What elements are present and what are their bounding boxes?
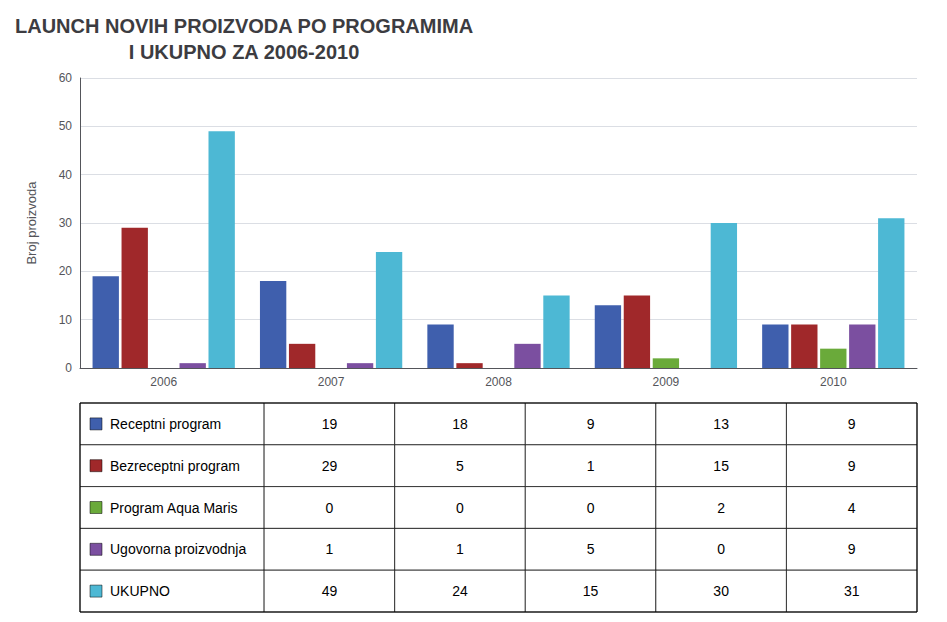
svg-text:1: 1 [587,458,595,474]
svg-text:2010: 2010 [820,375,847,389]
svg-text:18: 18 [452,416,468,432]
svg-text:2007: 2007 [318,375,345,389]
svg-text:4: 4 [848,500,856,516]
svg-text:50: 50 [59,119,73,133]
svg-text:13: 13 [713,416,729,432]
svg-text:0: 0 [717,541,725,557]
svg-text:15: 15 [583,583,599,599]
svg-text:2: 2 [717,500,725,516]
svg-text:Receptni program: Receptni program [110,416,221,432]
svg-text:9: 9 [848,416,856,432]
svg-text:Bezreceptni program: Bezreceptni program [110,458,240,474]
svg-text:0: 0 [456,500,464,516]
svg-text:20: 20 [59,264,73,278]
svg-text:2009: 2009 [653,375,680,389]
svg-text:LAUNCH NOVIH PROIZVODA PO PROG: LAUNCH NOVIH PROIZVODA PO PROGRAMIMA [15,15,473,37]
svg-text:9: 9 [848,541,856,557]
svg-text:5: 5 [587,541,595,557]
svg-text:9: 9 [587,416,595,432]
svg-text:49: 49 [322,583,338,599]
svg-text:5: 5 [456,458,464,474]
svg-text:19: 19 [322,416,338,432]
svg-text:1: 1 [456,541,464,557]
svg-text:29: 29 [322,458,338,474]
svg-text:1: 1 [326,541,334,557]
svg-text:2008: 2008 [485,375,512,389]
svg-text:10: 10 [59,313,73,327]
svg-text:15: 15 [713,458,729,474]
svg-text:60: 60 [59,71,73,85]
svg-text:0: 0 [326,500,334,516]
svg-text:24: 24 [452,583,468,599]
svg-text:Program Aqua Maris: Program Aqua Maris [110,500,238,516]
svg-text:30: 30 [713,583,729,599]
svg-text:I UKUPNO ZA 2006-2010: I UKUPNO ZA 2006-2010 [129,41,359,63]
svg-text:9: 9 [848,458,856,474]
svg-text:0: 0 [65,361,72,375]
svg-text:UKUPNO: UKUPNO [110,583,170,599]
svg-text:31: 31 [844,583,860,599]
svg-text:Ugovorna proizvodnja: Ugovorna proizvodnja [110,541,246,557]
svg-text:Broj proizvoda: Broj proizvoda [24,181,39,265]
svg-text:40: 40 [59,168,73,182]
svg-text:30: 30 [59,216,73,230]
svg-text:0: 0 [587,500,595,516]
svg-text:2006: 2006 [150,375,177,389]
